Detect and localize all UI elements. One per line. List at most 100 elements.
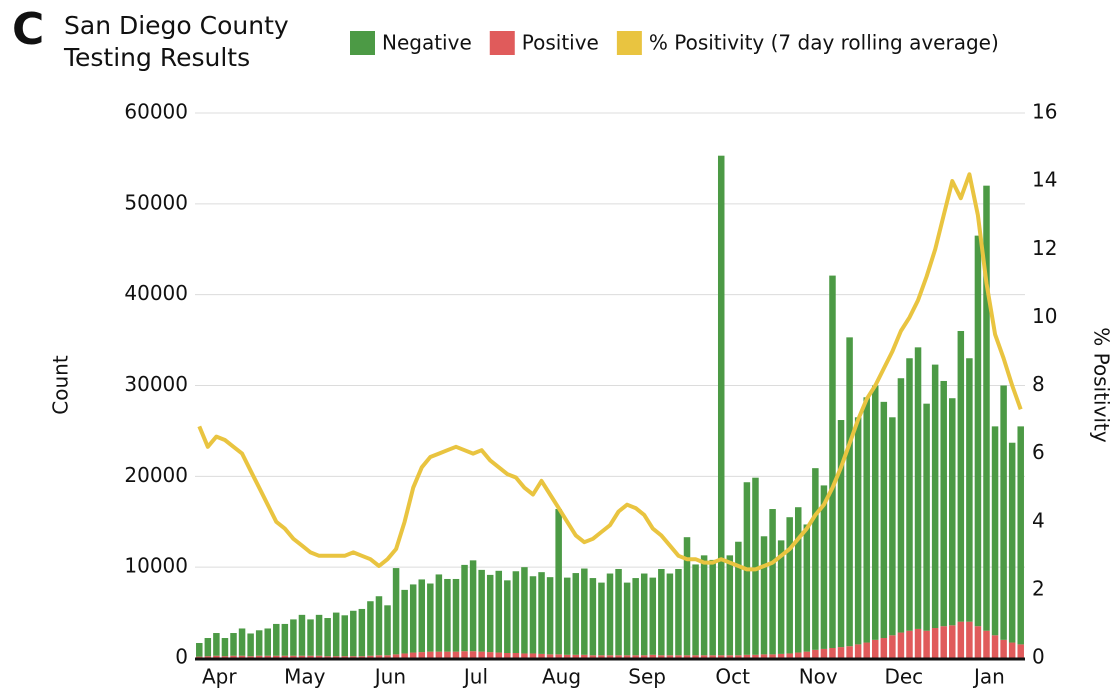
y-tick-label: 40000 bbox=[124, 281, 188, 305]
legend-label: Positive bbox=[522, 31, 599, 55]
bar bbox=[1017, 426, 1024, 645]
bar bbox=[906, 630, 913, 658]
bar bbox=[341, 615, 348, 657]
bar bbox=[555, 509, 562, 655]
bar bbox=[923, 403, 930, 631]
bar bbox=[752, 477, 759, 655]
x-tick-label: Jul bbox=[462, 665, 488, 689]
bar bbox=[803, 524, 811, 652]
bar bbox=[931, 628, 939, 658]
bar bbox=[401, 589, 408, 654]
bar bbox=[683, 655, 691, 658]
y-tick-label: 20000 bbox=[124, 463, 188, 487]
bar bbox=[581, 654, 588, 658]
panel-label: C bbox=[12, 4, 45, 55]
y-axis-label: Count bbox=[49, 355, 73, 415]
bar bbox=[563, 654, 571, 658]
bar bbox=[829, 648, 836, 658]
bar bbox=[949, 398, 956, 626]
bar bbox=[709, 559, 716, 656]
bar bbox=[880, 638, 888, 658]
bar bbox=[726, 555, 734, 656]
bar bbox=[401, 653, 408, 658]
legend-swatch bbox=[489, 31, 515, 55]
bar bbox=[906, 358, 913, 631]
bar bbox=[204, 638, 212, 657]
bar bbox=[384, 605, 391, 656]
y-tick-label: 60000 bbox=[124, 100, 188, 124]
bar bbox=[794, 507, 802, 653]
bar bbox=[983, 185, 990, 631]
y-tick-label: 0 bbox=[175, 645, 188, 669]
bar bbox=[658, 568, 665, 656]
bar bbox=[521, 567, 528, 654]
y-tick-label: 10000 bbox=[124, 554, 188, 578]
bar bbox=[495, 652, 503, 658]
bar bbox=[692, 655, 699, 658]
y2-tick-label: 8 bbox=[1032, 372, 1045, 396]
bar bbox=[649, 577, 657, 655]
bar bbox=[615, 655, 622, 658]
bar bbox=[931, 364, 939, 629]
bar bbox=[735, 655, 742, 658]
legend-swatch bbox=[616, 31, 642, 55]
bar bbox=[769, 509, 776, 655]
x-tick-label: Jun bbox=[373, 665, 406, 689]
y-tick-label: 50000 bbox=[124, 190, 188, 214]
bar bbox=[427, 583, 434, 652]
bar bbox=[196, 656, 203, 658]
x-tick-label: Oct bbox=[715, 665, 750, 689]
bar bbox=[469, 651, 477, 658]
bar bbox=[538, 572, 545, 654]
bar bbox=[666, 573, 674, 656]
bar bbox=[572, 573, 580, 655]
bar bbox=[846, 646, 853, 658]
bar bbox=[983, 630, 990, 658]
y2-tick-label: 2 bbox=[1032, 576, 1045, 600]
bar bbox=[991, 635, 999, 658]
x-tick-label: Apr bbox=[202, 665, 237, 689]
bar bbox=[820, 485, 828, 649]
bar bbox=[213, 655, 220, 658]
bar bbox=[709, 655, 716, 658]
y2-tick-label: 6 bbox=[1032, 440, 1045, 464]
bar bbox=[255, 655, 263, 658]
bar bbox=[358, 656, 366, 658]
bar bbox=[563, 577, 571, 655]
y-tick-label: 30000 bbox=[124, 372, 188, 396]
bar bbox=[598, 655, 605, 658]
y2-tick-label: 14 bbox=[1032, 168, 1057, 192]
bar bbox=[504, 653, 511, 658]
bar bbox=[957, 331, 965, 622]
y2-tick-label: 16 bbox=[1032, 100, 1057, 124]
bar bbox=[786, 517, 793, 654]
bar bbox=[1008, 442, 1016, 643]
bar bbox=[726, 655, 734, 658]
bar bbox=[332, 656, 340, 658]
bar bbox=[658, 655, 665, 658]
bar bbox=[341, 656, 348, 658]
x-tick-label: Aug bbox=[542, 665, 581, 689]
bar bbox=[777, 540, 785, 654]
bar bbox=[966, 621, 973, 658]
bar bbox=[803, 651, 811, 658]
bar bbox=[529, 653, 537, 658]
bar bbox=[1000, 639, 1007, 658]
bar bbox=[281, 655, 289, 658]
bar bbox=[837, 420, 845, 648]
bar bbox=[238, 655, 246, 658]
bar bbox=[581, 568, 588, 655]
bar bbox=[247, 656, 254, 658]
bar bbox=[760, 654, 768, 658]
y2-axis-label: % Positivity bbox=[1090, 327, 1114, 443]
bar bbox=[666, 655, 674, 658]
bar bbox=[966, 358, 973, 622]
bar bbox=[623, 582, 631, 656]
bar bbox=[298, 655, 306, 658]
bar bbox=[375, 596, 383, 656]
bar bbox=[632, 655, 639, 658]
bar bbox=[427, 651, 434, 658]
bar bbox=[940, 380, 947, 627]
bar bbox=[478, 651, 485, 658]
bar bbox=[717, 155, 725, 656]
